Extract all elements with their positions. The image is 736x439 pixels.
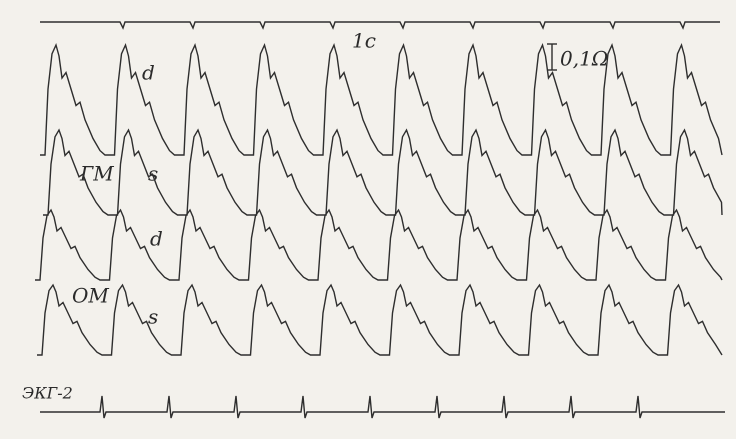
pulse-trace — [35, 208, 723, 281]
pulse-trace — [37, 283, 723, 356]
time-mark-label: 1c — [352, 29, 376, 53]
group-label: ГМ — [79, 162, 114, 186]
group-label: ОМ — [72, 284, 109, 308]
ecg-label: ЭКГ-2 — [22, 384, 73, 403]
trace-label: d — [150, 227, 163, 251]
scale-label: 0,1Ω — [560, 47, 608, 71]
trace-label: s — [148, 162, 158, 186]
ecg-trace — [40, 395, 725, 419]
trace-label: d — [142, 61, 155, 85]
time-marker — [40, 21, 720, 30]
pulse-trace — [43, 128, 723, 216]
pulse-trace — [40, 42, 723, 156]
trace-label: s — [148, 305, 158, 329]
